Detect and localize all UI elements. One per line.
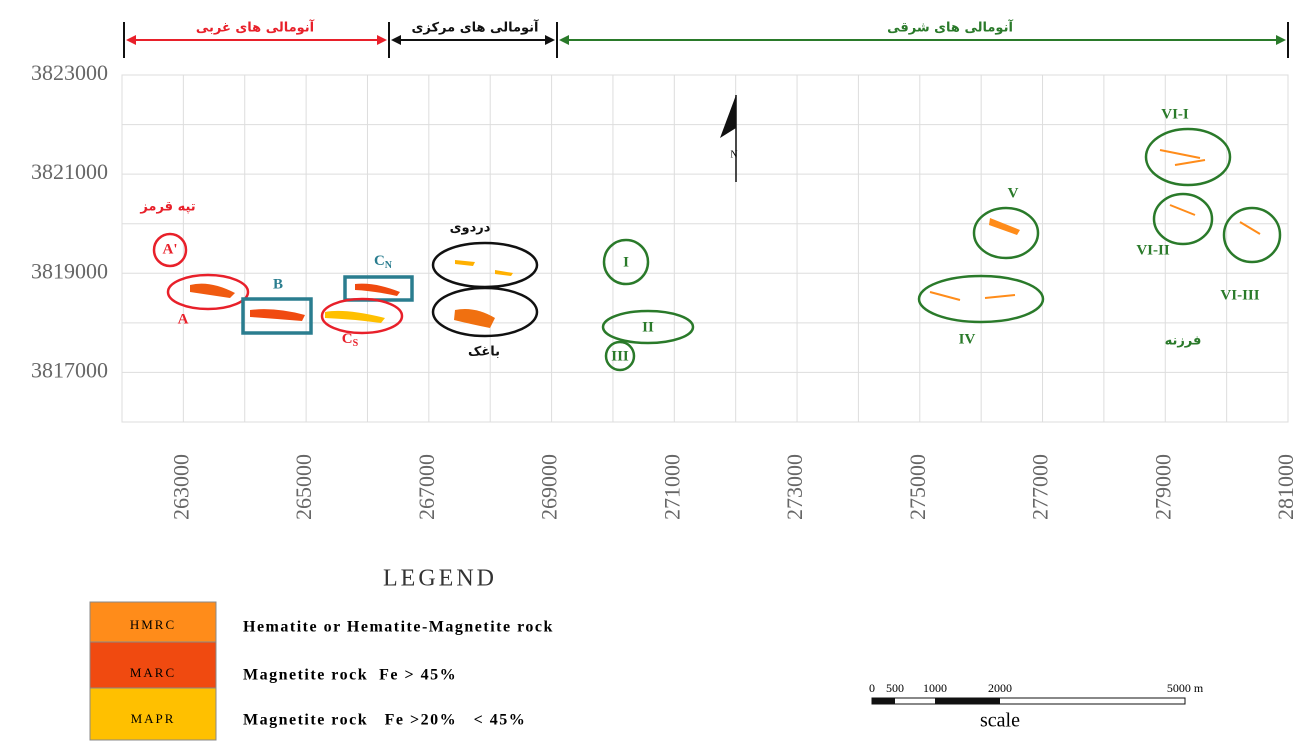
place-label: دردوی xyxy=(450,221,491,236)
anomaly-label: III xyxy=(611,348,629,364)
legend-swatch xyxy=(89,601,217,643)
scale-label: scale xyxy=(980,710,1020,732)
anomaly-label: A' xyxy=(163,241,178,257)
x-tick-label: 277000 xyxy=(1028,454,1053,520)
anomaly-label: A xyxy=(178,311,189,327)
anomaly-label: II xyxy=(642,319,654,335)
place-label: تپه قرمز xyxy=(139,200,195,215)
legend-code: MARC xyxy=(130,665,176,680)
anomaly-label: VI-III xyxy=(1220,287,1259,303)
zone-label: آنومالی های غربی xyxy=(196,19,315,36)
anomaly-label: IV xyxy=(959,331,976,347)
legend-label: Magnetite rock Fe >20% < 45% xyxy=(243,712,526,729)
legend-code: MAPR xyxy=(131,711,176,726)
anomaly-label: VI-II xyxy=(1136,242,1170,258)
x-tick-label: 273000 xyxy=(782,454,807,520)
x-tick-label: 275000 xyxy=(905,454,930,520)
legend-swatch xyxy=(89,641,217,689)
place-label: فرزنه xyxy=(1165,334,1202,349)
scale-bar: 0 500 1000 2000 5000 m scale xyxy=(869,681,1204,732)
legend-code: HMRC xyxy=(130,617,176,632)
scale-tick: 0 xyxy=(869,681,875,695)
anomaly-label: B xyxy=(273,276,283,292)
label-sub: S xyxy=(353,338,359,349)
legend: HMRC MARC MAPR Hematite or Hematite-Magn… xyxy=(89,601,554,741)
x-tick-label: 267000 xyxy=(414,454,439,520)
x-tick-label: 281000 xyxy=(1273,454,1298,520)
zone-label: آنومالی های مرکزی xyxy=(411,19,539,36)
label-main: C xyxy=(374,253,385,269)
north-arrow: N xyxy=(720,95,738,182)
x-tick-label: 279000 xyxy=(1150,454,1175,520)
anomaly-outlines xyxy=(152,127,1282,372)
x-tick-label: 269000 xyxy=(537,454,562,520)
y-tick-label: 3817000 xyxy=(31,357,108,382)
legend-title: LEGEND xyxy=(383,566,497,592)
ore-bodies xyxy=(190,149,1261,328)
y-tick-label: 3821000 xyxy=(31,159,108,184)
grid xyxy=(122,75,1288,422)
label-main: C xyxy=(342,331,353,347)
x-tick-label: 263000 xyxy=(168,454,193,520)
map-frame xyxy=(121,74,1289,423)
anomaly-label: VI-I xyxy=(1161,106,1189,122)
x-tick-label: 271000 xyxy=(659,454,684,520)
zone-arrows xyxy=(123,22,1289,58)
zone-label: آنومالی های شرقی xyxy=(887,19,1013,36)
scale-tick: 5000 m xyxy=(1167,681,1204,695)
place-label: باغک xyxy=(468,345,500,360)
y-tick-label: 3823000 xyxy=(31,60,108,85)
scale-tick: 1000 xyxy=(923,681,947,695)
label-sub: N xyxy=(385,260,393,271)
scale-tick: 500 xyxy=(886,681,904,695)
legend-label: Hematite or Hematite-Magnetite rock xyxy=(243,619,554,636)
anomaly-label: V xyxy=(1008,185,1019,201)
anomaly-label: CS xyxy=(342,331,359,349)
legend-swatch xyxy=(89,687,217,741)
anomaly-label: I xyxy=(623,254,629,270)
north-label: N xyxy=(730,149,737,160)
anomaly-label: CN xyxy=(374,253,393,271)
legend-label: Magnetite rock Fe > 45% xyxy=(243,667,457,684)
y-tick-label: 3819000 xyxy=(31,258,108,283)
x-tick-label: 265000 xyxy=(291,454,316,520)
scale-tick: 2000 xyxy=(988,681,1012,695)
